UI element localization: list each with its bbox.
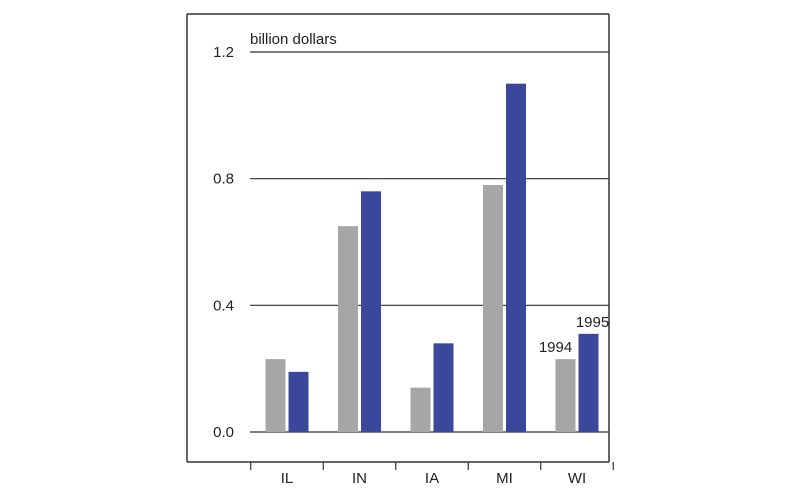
x-tick-label: WI [568, 470, 586, 487]
x-tick-label: IL [281, 470, 294, 487]
x-tick-label: MI [496, 470, 513, 487]
bar-mi-1994 [483, 185, 503, 432]
bar-il-1994 [265, 359, 286, 432]
bars [265, 83, 599, 433]
bar-in-1995 [361, 191, 381, 432]
bar-wi-1995 [578, 333, 599, 432]
bar-mi-1995 [506, 83, 526, 433]
plot-frame [186, 13, 610, 463]
bar-il-1995 [288, 371, 309, 432]
bar-ia-1995 [433, 343, 454, 432]
bar-in-1994 [338, 226, 358, 432]
x-tick-label: IA [425, 470, 439, 487]
bar-ia-1994 [410, 387, 431, 432]
bar-wi-1994 [555, 359, 576, 432]
x-axis: IL IN IA MI WI [250, 462, 614, 487]
x-tick-label: IN [352, 470, 367, 487]
y-axis: 0.0 0.4 0.8 1.2 [213, 44, 234, 441]
y-tick-label: 0.0 [213, 424, 234, 441]
y-tick-label: 1.2 [213, 44, 234, 61]
series-label-1995: 1995 [576, 314, 609, 331]
y-tick-label: 0.8 [213, 171, 234, 188]
series-label-1994: 1994 [539, 339, 572, 356]
y-tick-label: 0.4 [213, 297, 234, 314]
unit-label: billion dollars [250, 31, 337, 48]
